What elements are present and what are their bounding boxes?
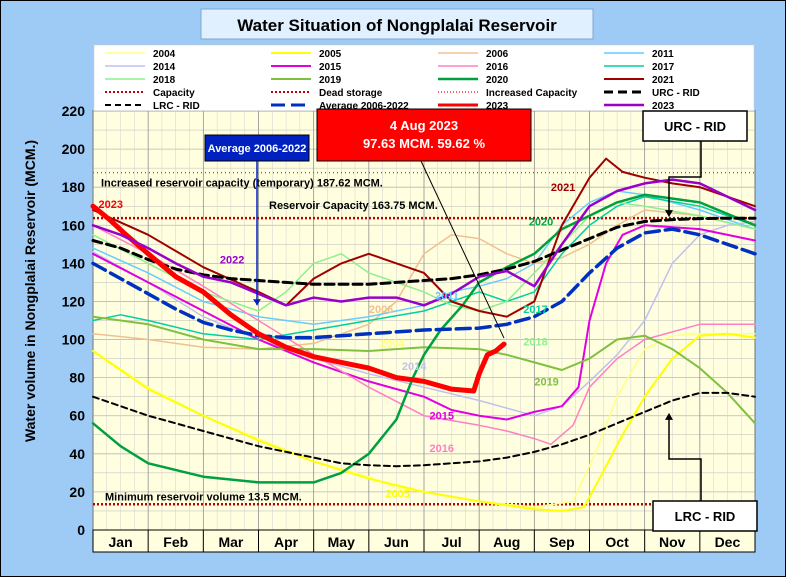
series-label: 2022 (220, 254, 244, 266)
x-tick-label: Apr (274, 534, 299, 550)
x-tick-label: Mar (218, 534, 243, 550)
series-line-2006 (92, 209, 756, 350)
y-tick-label: 140 (62, 255, 86, 271)
chart-title: Water Situation of Nongplalai Reservoir (237, 16, 557, 35)
y-tick-label: 120 (62, 293, 86, 309)
x-tick-label: Dec (715, 534, 741, 550)
legend-entry: 2023 (652, 101, 675, 112)
series-label: 2004 (380, 338, 405, 350)
series-line-2023 (90, 203, 507, 394)
series-line-2019 (92, 315, 756, 425)
x-tick-label: Feb (163, 534, 188, 550)
callout-box-2023 (316, 108, 532, 162)
series-label: 2014 (402, 361, 427, 373)
title-box (200, 8, 594, 40)
series-line-2016 (92, 224, 756, 446)
x-tick-label: Jun (384, 534, 409, 550)
series-label: 2021 (551, 182, 575, 194)
legend-entry: Capacity (153, 88, 195, 99)
callout-lrc-text: LRC - RID (675, 509, 736, 524)
ref-label: Minimum reservoir volume 13.5 MCM. (105, 491, 302, 503)
callout-lrc-leader (668, 417, 702, 501)
x-tick-label: Sep (549, 534, 575, 550)
axes: 0 20 40 60 80 100 120 140 160 180 200 220 Jan Feb Mar A… (62, 103, 756, 553)
callout-date: 4 Aug 2023 (390, 118, 458, 133)
y-tick-label: 20 (69, 484, 85, 500)
reference-lines: Reservoir Capacity 163.75 MCM. Increased … (93, 171, 755, 506)
y-tick-label: 160 (62, 217, 86, 233)
legend-entry: 2006 (486, 49, 509, 60)
ref-label: Increased reservoir capacity (temporary)… (101, 178, 383, 190)
series-line-2023 (91, 178, 757, 307)
callout-box-lrc (652, 500, 758, 532)
series-label: 2020 (529, 216, 553, 228)
series-label: 2011 (435, 291, 459, 303)
callouts: 4 Aug 2023 97.63 MCM. 59.62 % Average 2006… (204, 108, 758, 532)
y-tick-label: 100 (62, 332, 86, 348)
legend-entry: 2004 (153, 49, 176, 60)
legend-entry: 2023 (486, 101, 509, 112)
x-tick-label: Jan (109, 534, 133, 550)
callout-average-arrowhead (253, 299, 261, 306)
legend-entry: 2005 (319, 49, 342, 60)
callout-value: 97.63 MCM. 59.62 % (363, 136, 486, 151)
y-tick-label: 40 (69, 446, 85, 462)
series-label: 2017 (523, 304, 547, 316)
y-tick-label: 200 (62, 141, 86, 157)
legend-entry: URC - RID (652, 88, 700, 99)
legend-entry: Increased Capacity (486, 88, 578, 99)
x-tick-label: Jul (441, 534, 461, 550)
series-layer (90, 157, 757, 512)
callout-leader (420, 160, 505, 339)
y-axis-label: Water volume in Nongplalai Reservoir (MC… (22, 140, 38, 442)
legend-entry: 2019 (319, 75, 342, 86)
legend-entry: 2014 (153, 62, 176, 73)
legend-entry: 2017 (652, 62, 675, 73)
series-label: 2023 (99, 199, 123, 211)
x-tick-label: Aug (493, 534, 520, 550)
legend-entry: 2016 (486, 62, 509, 73)
legend-entry: 2021 (652, 75, 675, 86)
series-label: 2016 (430, 443, 454, 455)
y-tick-label: 80 (69, 370, 85, 386)
series-line-average-2006-2022 (91, 227, 757, 340)
legend-entry: Average 2006-2022 (319, 101, 409, 112)
series-line-2017 (92, 195, 756, 341)
ref-label: Reservoir Capacity 163.75 MCM. (269, 200, 438, 212)
callout-urc-arrowhead (665, 210, 673, 218)
y-tick-label: 60 (69, 408, 85, 424)
legend-entry: 2020 (486, 75, 509, 86)
series-labels: 2004 2005 2006 2011 2014 2015 2016 2017 2018 2019… (99, 182, 576, 501)
legend: 2004 2005 2006 2011 2014 2015 2016 2017 2018 2019… (105, 49, 700, 112)
x-tick-label: May (328, 534, 355, 550)
legend-entry: 2015 (319, 62, 342, 73)
x-tick-label: Oct (605, 534, 629, 550)
series-label: 2015 (430, 411, 454, 423)
legend-entry: Dead storage (319, 88, 383, 99)
callout-box-urc (642, 110, 748, 142)
series-line-2005 (92, 332, 756, 512)
legend-entry: LRC - RID (153, 101, 200, 112)
callout-box-average (204, 134, 310, 162)
series-label: 2005 (385, 489, 409, 501)
series-line-urc-rid (91, 216, 757, 286)
series-line-lrc-rid (92, 391, 756, 468)
legend-entry: 2011 (652, 49, 674, 60)
series-label: 2019 (534, 376, 558, 388)
callout-urc-leader (668, 141, 702, 213)
series-line-2020 (91, 193, 757, 484)
callout-urc-text: URC - RID (664, 119, 726, 134)
callout-lrc-arrowhead (665, 412, 673, 420)
y-tick-label: 0 (77, 522, 85, 538)
series-label: 2018 (523, 336, 547, 348)
callout-average-text: Average 2006-2022 (208, 143, 307, 155)
series-label: 2006 (369, 304, 393, 316)
y-tick-label: 180 (62, 179, 86, 195)
y-tick-label: 220 (62, 103, 86, 119)
x-tick-label: Nov (659, 534, 686, 550)
legend-entry: 2018 (153, 75, 176, 86)
